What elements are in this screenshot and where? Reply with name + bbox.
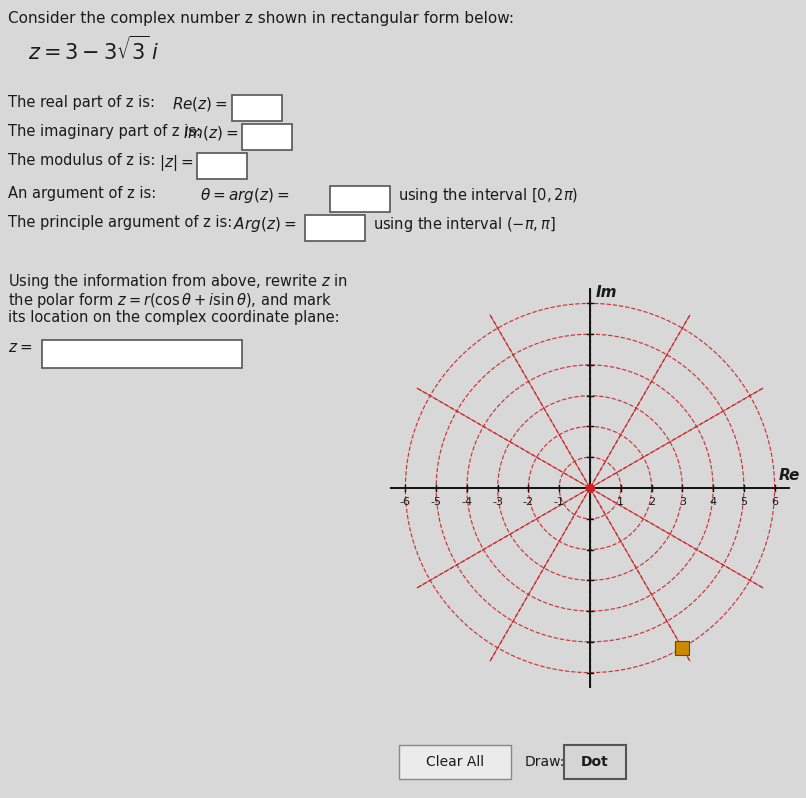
Text: The modulus of z is:: The modulus of z is:: [8, 153, 156, 168]
FancyBboxPatch shape: [242, 124, 292, 150]
Text: the polar form $z = r(\cos\theta + i\sin\theta)$, and mark: the polar form $z = r(\cos\theta + i\sin…: [8, 291, 332, 310]
Text: Consider the complex number z shown in rectangular form below:: Consider the complex number z shown in r…: [8, 11, 514, 26]
Text: Draw:: Draw:: [525, 755, 565, 769]
Text: Dot: Dot: [581, 755, 609, 769]
Text: $Re(z) =$: $Re(z) =$: [172, 95, 228, 113]
Text: -6: -6: [400, 496, 411, 507]
Text: its location on the complex coordinate plane:: its location on the complex coordinate p…: [8, 310, 339, 325]
FancyBboxPatch shape: [232, 95, 282, 121]
Text: 6: 6: [771, 496, 778, 507]
Text: $z = 3 - 3\sqrt{3}\,i$: $z = 3 - 3\sqrt{3}\,i$: [28, 36, 159, 65]
FancyBboxPatch shape: [564, 745, 626, 779]
Text: -1: -1: [554, 496, 565, 507]
FancyBboxPatch shape: [305, 215, 365, 241]
Text: using the interval $(-\pi, \pi]$: using the interval $(-\pi, \pi]$: [373, 215, 556, 234]
Text: $Im(z) =$: $Im(z) =$: [183, 124, 238, 142]
Text: 4: 4: [709, 496, 717, 507]
Text: 5: 5: [741, 496, 747, 507]
Text: $Arg(z) =$: $Arg(z) =$: [233, 215, 296, 234]
Text: Using the information from above, rewrite $z$ in: Using the information from above, rewrit…: [8, 272, 347, 291]
Text: $\theta = arg(z) =$: $\theta = arg(z) =$: [200, 186, 289, 205]
Text: -4: -4: [461, 496, 472, 507]
Text: The principle argument of z is:: The principle argument of z is:: [8, 215, 232, 230]
Text: 2: 2: [648, 496, 655, 507]
Text: The imaginary part of z is:: The imaginary part of z is:: [8, 124, 201, 139]
Text: 3: 3: [679, 496, 686, 507]
Text: $|z| =$: $|z| =$: [159, 153, 193, 173]
Text: An argument of z is:: An argument of z is:: [8, 186, 156, 201]
FancyBboxPatch shape: [330, 186, 390, 212]
Text: -3: -3: [492, 496, 503, 507]
Text: using the interval $[0, 2\pi)$: using the interval $[0, 2\pi)$: [398, 186, 578, 205]
FancyBboxPatch shape: [197, 153, 247, 179]
FancyBboxPatch shape: [399, 745, 511, 779]
Text: The real part of z is:: The real part of z is:: [8, 95, 155, 110]
Text: Re: Re: [779, 468, 800, 484]
Text: Clear All: Clear All: [426, 755, 484, 769]
Text: Im: Im: [596, 285, 617, 300]
FancyBboxPatch shape: [42, 340, 242, 368]
Text: -2: -2: [523, 496, 534, 507]
Text: -5: -5: [430, 496, 442, 507]
Text: 1: 1: [617, 496, 625, 507]
Text: $z =$: $z =$: [8, 340, 32, 355]
